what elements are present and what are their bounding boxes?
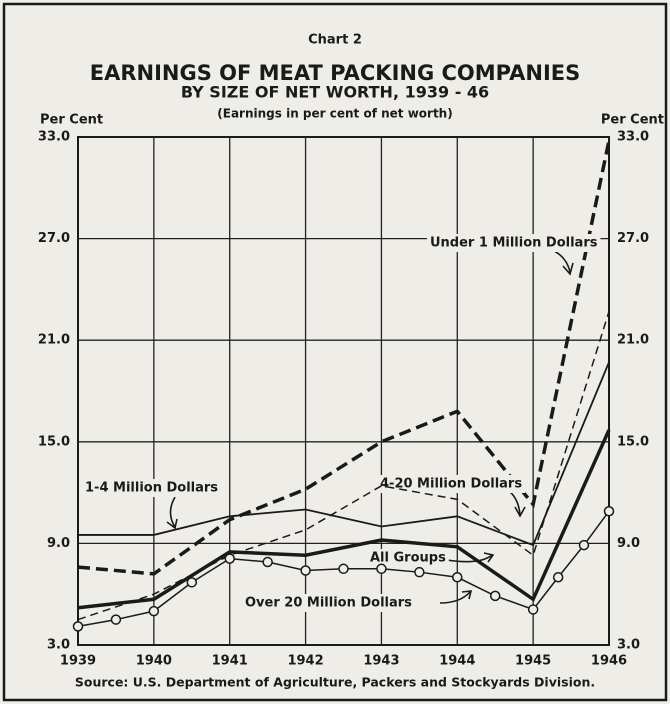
point-marker — [262, 556, 273, 568]
label-bg — [377, 475, 526, 493]
y2-tick-label: 9.0 — [617, 536, 640, 551]
point-marker — [300, 565, 311, 576]
y2-tick-label: 33.0 — [617, 130, 649, 145]
label-bg — [427, 234, 601, 252]
chart-label: Chart 2 — [308, 33, 362, 48]
arrow — [446, 552, 495, 563]
y-tick-label: 27.0 — [38, 231, 70, 246]
chart-subtitle: BY SIZE OF NET WORTH, 1939 - 46 — [181, 83, 489, 102]
point-marker — [110, 614, 122, 625]
series-label: 4-20 Million Dollars — [380, 477, 522, 492]
series-line — [77, 510, 610, 628]
x-tick-label: 1943 — [363, 654, 399, 669]
point-marker — [186, 577, 198, 588]
point-marker — [338, 563, 349, 575]
y2-tick-label: 3.0 — [617, 638, 640, 653]
point-marker — [376, 563, 387, 575]
source: Source: U.S. Department of Agriculture, … — [75, 675, 595, 690]
arrow — [439, 590, 473, 604]
x-tick-label: 1944 — [439, 654, 475, 669]
y-tick-label: 3.0 — [47, 638, 70, 653]
point-marker — [578, 539, 590, 551]
point-marker — [414, 566, 425, 578]
series-label: Under 1 Million Dollars — [430, 236, 598, 251]
x-tick-label: 1940 — [136, 654, 172, 669]
y-tick-label: 33.0 — [38, 130, 70, 145]
y2-tick-label: 27.0 — [617, 231, 649, 246]
point-marker — [148, 605, 160, 617]
y-tick-label: 9.0 — [47, 536, 70, 551]
y2-tick-label: 15.0 — [617, 434, 649, 449]
x-tick-label: 1945 — [515, 654, 551, 669]
y2-axis-label: Per Cent — [601, 113, 664, 128]
series-label: Over 20 Million Dollars — [245, 596, 412, 611]
point-marker — [224, 553, 235, 564]
plot-frame — [77, 136, 610, 646]
chart-title: EARNINGS OF MEAT PACKING COMPANIES — [90, 61, 581, 85]
x-tick-label: 1939 — [60, 654, 96, 669]
point-marker — [552, 572, 564, 583]
point-marker — [603, 505, 615, 517]
series-line — [77, 140, 611, 576]
chart-note: (Earnings in per cent of net worth) — [217, 107, 452, 121]
point-marker — [489, 590, 501, 602]
arrow — [166, 496, 178, 530]
x-tick-label: 1941 — [212, 654, 248, 669]
series-line — [77, 429, 611, 610]
series-label: 1-4 Million Dollars — [85, 481, 218, 496]
point-marker — [72, 621, 84, 632]
y-axis-label: Per Cent — [40, 113, 103, 128]
point-marker — [527, 604, 539, 615]
label-bg — [367, 549, 449, 567]
series-label: All Groups — [370, 551, 446, 566]
label-bg — [82, 479, 222, 497]
point-marker — [452, 572, 463, 583]
y-tick-label: 15.0 — [38, 434, 70, 449]
label-bg — [242, 594, 415, 612]
x-tick-label: 1942 — [287, 654, 323, 669]
series-line — [78, 361, 610, 547]
series-line — [77, 311, 610, 621]
x-tick-label: 1946 — [591, 654, 627, 669]
y2-tick-label: 21.0 — [617, 333, 649, 348]
y-tick-label: 21.0 — [38, 333, 70, 348]
